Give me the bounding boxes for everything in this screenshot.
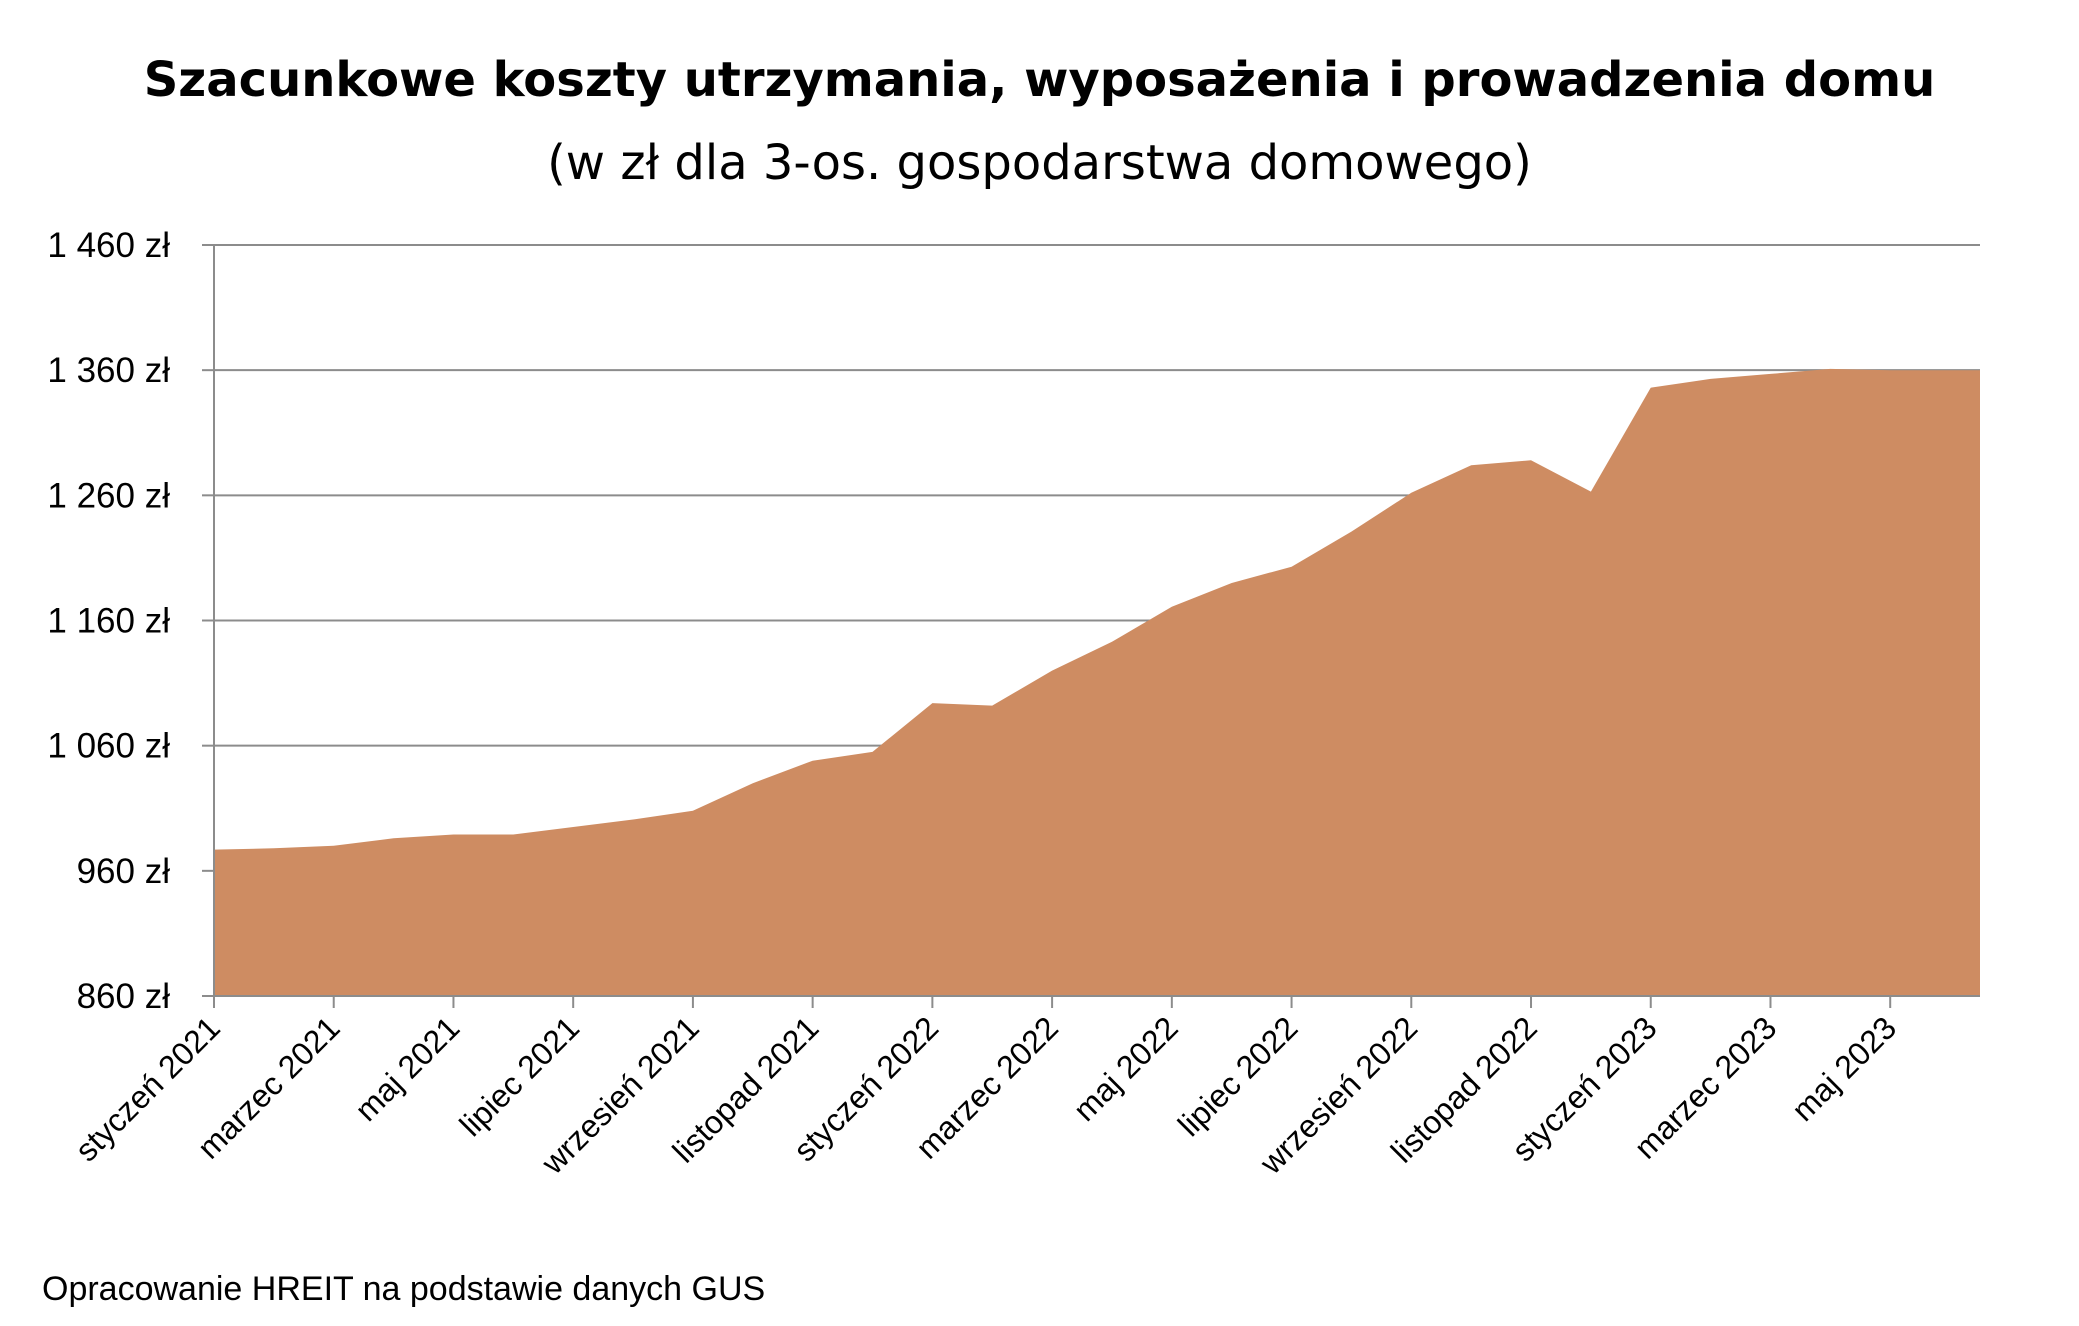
source-note: Opracowanie HREIT na podstawie danych GU… xyxy=(42,1270,766,1308)
y-tick-label: 1 160 zł xyxy=(47,602,170,641)
axes xyxy=(202,244,1980,1008)
x-tick-label: maj 2023 xyxy=(1785,1009,1904,1128)
y-tick-label: 1 360 zł xyxy=(47,351,170,390)
area-fill xyxy=(214,368,1980,996)
chart-title: Szacunkowe koszty utrzymania, wyposażeni… xyxy=(143,52,1936,108)
y-tick-label: 960 zł xyxy=(77,852,171,891)
x-tick-label: maj 2022 xyxy=(1066,1009,1185,1128)
x-tick-label: maj 2021 xyxy=(348,1009,467,1128)
y-tick-label: 1 260 zł xyxy=(47,476,170,515)
y-tick-label: 1 460 zł xyxy=(47,226,170,265)
y-axis-tick-labels: 860 zł 960 zł 1 060 zł 1 160 zł 1 260 zł 1 36… xyxy=(47,226,170,1016)
y-tick-label: 1 060 zł xyxy=(47,727,170,766)
area-series xyxy=(214,368,1980,996)
y-tick-label: 860 zł xyxy=(77,977,171,1016)
chart-subtitle: (w zł dla 3-os. gospodarstwa domowego) xyxy=(547,135,1532,191)
